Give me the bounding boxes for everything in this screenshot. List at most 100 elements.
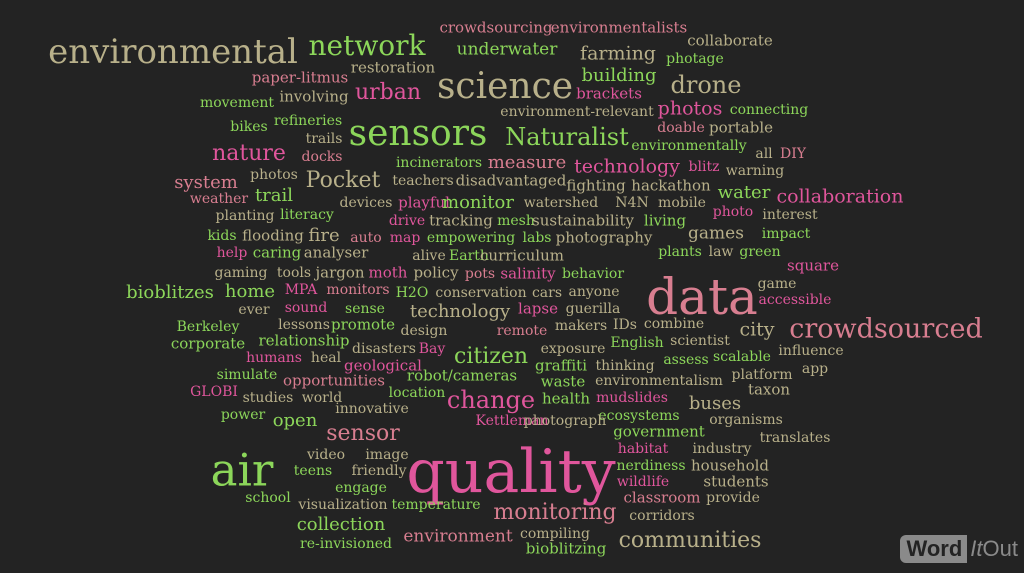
cloud-word: environmentally [631, 138, 747, 154]
cloud-word: power [220, 407, 266, 423]
cloud-word: underwater [456, 39, 558, 60]
cloud-word: photograph [523, 413, 607, 429]
cloud-word: warning [725, 163, 785, 179]
cloud-word: doable [657, 120, 705, 136]
cloud-word: classroom [623, 488, 701, 507]
cloud-word: brackets [576, 84, 642, 103]
cloud-word: air [210, 443, 274, 497]
cloud-word: opportunities [283, 371, 385, 390]
cloud-word: geological [344, 356, 422, 375]
cloud-word: sound [284, 300, 328, 316]
wordle-watermark-logo: Word It Out [900, 535, 1018, 563]
cloud-word: portable [708, 118, 774, 137]
cloud-word: flooding [242, 226, 304, 245]
cloud-word: GLOBI [190, 384, 238, 400]
cloud-word: photos [657, 97, 723, 120]
cloud-word: bioblitzing [525, 539, 607, 558]
cloud-word: simulate [216, 367, 278, 383]
cloud-word: location [388, 385, 446, 401]
cloud-word: accessible [758, 292, 832, 308]
cloud-word: health [542, 389, 590, 408]
cloud-word: visualization [298, 497, 388, 513]
cloud-word: collaboration [776, 185, 904, 208]
cloud-word: students [703, 472, 769, 491]
cloud-word: trails [305, 131, 343, 147]
watermark-out: Out [982, 536, 1018, 561]
cloud-word: measure [487, 152, 567, 173]
cloud-word: corridors [629, 508, 695, 524]
cloud-word: paper-litmus [251, 68, 349, 87]
cloud-word: kids [207, 228, 237, 244]
cloud-word: government [613, 422, 705, 441]
cloud-word: anyone [568, 284, 620, 300]
cloud-word: docks [301, 149, 343, 165]
cloud-word: trail [254, 185, 294, 206]
cloud-word: gaming [214, 265, 268, 281]
cloud-word: water [717, 182, 771, 203]
cloud-word: DIY [780, 146, 806, 162]
cloud-word: sustainability [532, 211, 634, 230]
cloud-word: cars [531, 285, 563, 301]
cloud-word: plants [658, 244, 702, 260]
cloud-word: environmental [48, 32, 298, 72]
cloud-word: network [308, 29, 426, 62]
cloud-word: ecosystems [598, 408, 680, 424]
cloud-word: movement [199, 95, 275, 111]
cloud-word: quality [406, 437, 616, 507]
cloud-word: sense [345, 301, 385, 317]
cloud-word: photo [712, 204, 754, 220]
cloud-word: image [365, 447, 409, 463]
cloud-word: caring [252, 243, 302, 262]
cloud-word: lessons [278, 317, 330, 333]
cloud-word: involving [279, 87, 349, 106]
cloud-word: citizen [453, 344, 529, 369]
cloud-word: mudslides [596, 390, 668, 406]
cloud-word: exposure [540, 341, 606, 357]
cloud-word: environment-relevant [500, 104, 654, 120]
cloud-word: innovative [335, 401, 409, 417]
cloud-word: data [646, 268, 758, 326]
cloud-word: city [739, 318, 775, 341]
watermark-it: It [970, 536, 983, 561]
cloud-word: Bay [418, 341, 446, 357]
cloud-word: teens [293, 463, 333, 479]
cloud-word: drone [670, 71, 742, 99]
cloud-word: Earth [449, 248, 489, 264]
cloud-word: drive [388, 213, 426, 229]
cloud-word: school [245, 490, 291, 506]
cloud-word: games [688, 223, 744, 244]
cloud-word: home [224, 281, 276, 302]
cloud-word: law [708, 244, 734, 260]
cloud-word: lapse [518, 299, 558, 318]
cloud-word: impact [761, 226, 811, 242]
cloud-word: map [389, 230, 421, 246]
cloud-word: Kettleman [475, 413, 549, 429]
cloud-word: refineries [273, 113, 343, 129]
cloud-word: organisms [709, 412, 783, 428]
cloud-word: platform [731, 367, 793, 383]
cloud-word: alive [412, 248, 446, 264]
cloud-word: ever [238, 302, 270, 318]
cloud-word: robot/cameras [406, 366, 518, 385]
cloud-word: hackathon [631, 176, 711, 195]
cloud-word: corporate [170, 334, 246, 353]
cloud-word: disasters [352, 341, 416, 357]
cloud-word: thinking [595, 358, 655, 374]
cloud-word: bioblitzes [126, 282, 214, 303]
cloud-word: fire [308, 225, 340, 246]
cloud-word: crowdsourced [789, 313, 983, 345]
cloud-word: disadvantaged [455, 171, 567, 190]
cloud-word: environment [403, 526, 513, 547]
cloud-word: tools [276, 265, 312, 281]
cloud-word: influence [778, 343, 844, 359]
cloud-word: analyser [303, 243, 369, 262]
cloud-word: scientist [670, 333, 730, 349]
cloud-word: system [174, 172, 238, 193]
cloud-word: square [787, 256, 839, 275]
cloud-word: nerdiness [616, 458, 686, 474]
cloud-word: humans [246, 350, 302, 366]
cloud-word: policy [413, 263, 459, 282]
cloud-word: change [446, 386, 536, 414]
cloud-word: moth [368, 263, 408, 282]
cloud-word: building [581, 65, 657, 86]
